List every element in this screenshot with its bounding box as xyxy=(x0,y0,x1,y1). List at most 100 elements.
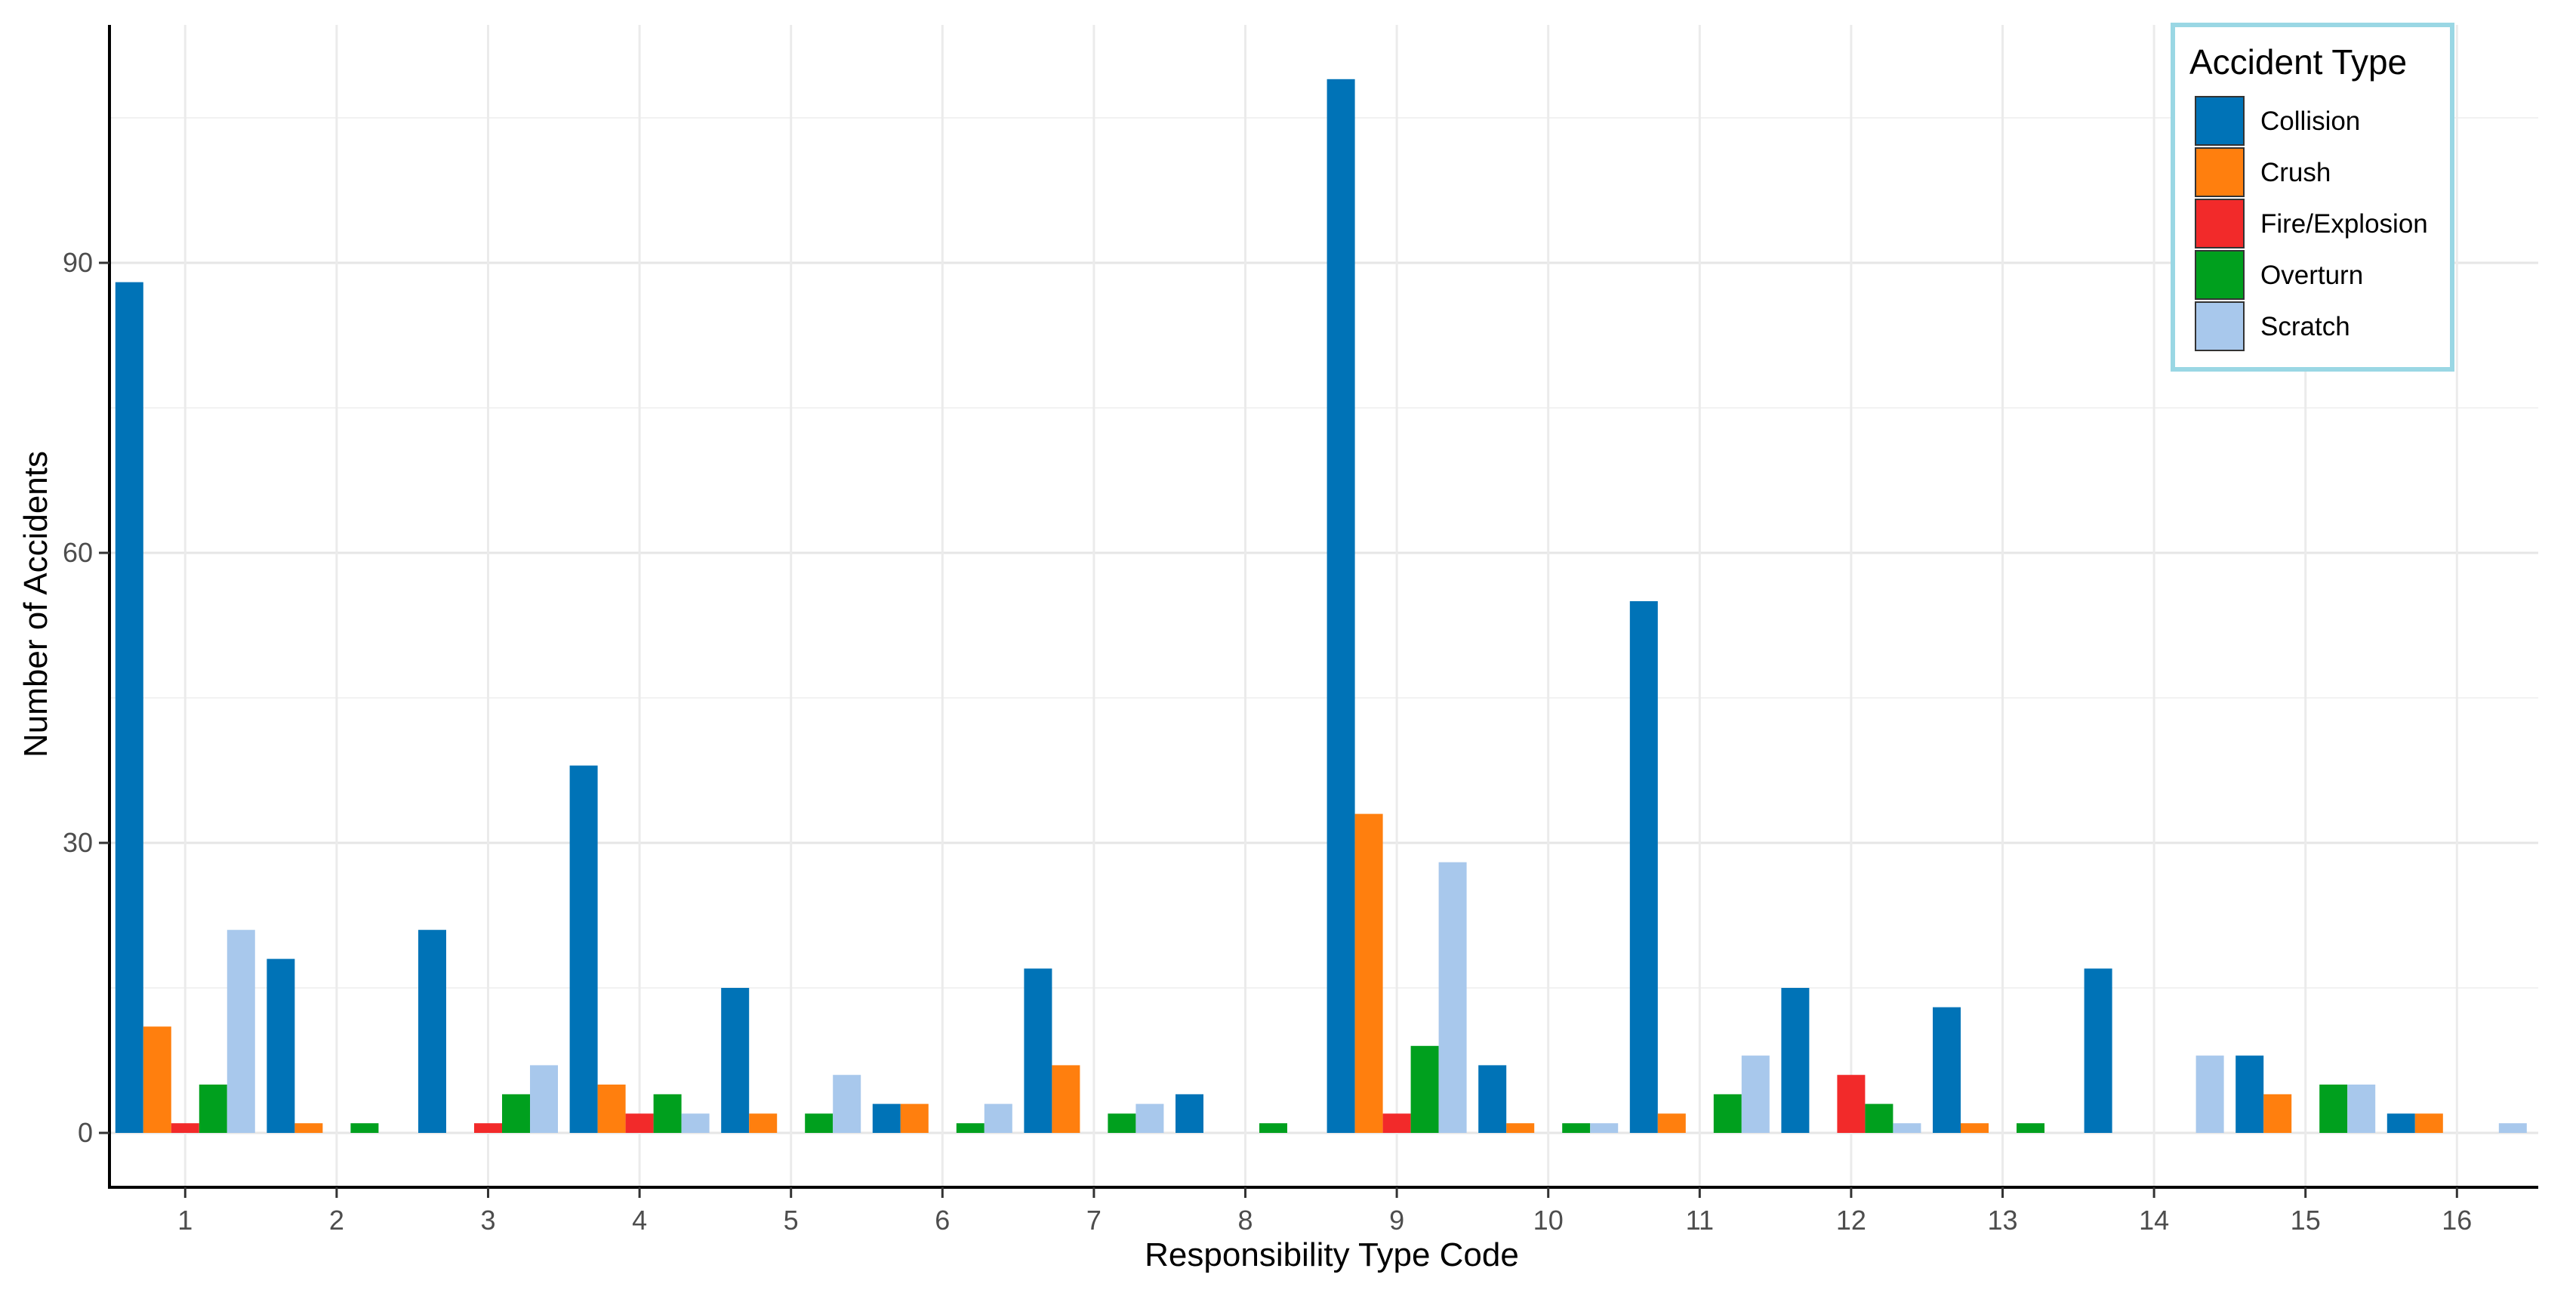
y-tick-label: 90 xyxy=(63,247,93,278)
bar-crush-7 xyxy=(1052,1065,1080,1133)
bar-scratch-3 xyxy=(530,1065,558,1133)
x-tick-label: 14 xyxy=(2139,1205,2169,1236)
x-tick-label: 11 xyxy=(1686,1205,1714,1236)
bar-collision-6 xyxy=(872,1103,901,1133)
x-axis-title: Responsibility Type Code xyxy=(1145,1236,1519,1273)
bar-collision-13 xyxy=(1933,1007,1961,1133)
legend-title: Accident Type xyxy=(2189,42,2407,82)
x-tick-label: 8 xyxy=(1237,1205,1253,1236)
y-tick-label: 0 xyxy=(78,1117,93,1148)
bar-crush-13 xyxy=(1961,1123,1989,1133)
bar-collision-1 xyxy=(115,282,143,1134)
bar-overturn-10 xyxy=(1562,1123,1591,1133)
bar-scratch-11 xyxy=(1741,1055,1770,1133)
legend-swatch xyxy=(2195,199,2245,248)
y-axis-title: Number of Accidents xyxy=(17,451,54,758)
bar-scratch-9 xyxy=(1438,862,1467,1133)
bar-fire-explosion-1 xyxy=(171,1123,199,1133)
bar-scratch-4 xyxy=(681,1113,710,1133)
bar-scratch-6 xyxy=(984,1103,1012,1133)
legend-swatch xyxy=(2195,301,2245,351)
bar-crush-10 xyxy=(1506,1123,1535,1133)
bar-crush-16 xyxy=(2414,1113,2443,1133)
legend-swatch xyxy=(2195,250,2245,300)
bar-scratch-1 xyxy=(226,930,255,1133)
bar-overturn-6 xyxy=(956,1123,984,1133)
bar-overturn-7 xyxy=(1108,1113,1136,1133)
x-tick-label: 1 xyxy=(177,1205,193,1236)
legend-item-collision: Collision xyxy=(2195,96,2360,146)
bar-overturn-13 xyxy=(2017,1123,2044,1133)
bar-overturn-5 xyxy=(805,1113,834,1133)
bar-scratch-7 xyxy=(1135,1103,1164,1133)
bar-collision-14 xyxy=(2084,968,2112,1133)
legend-item-overturn: Overturn xyxy=(2195,250,2363,300)
axes xyxy=(99,25,2538,1198)
legend-label: Collision xyxy=(2260,106,2360,136)
bar-fire-explosion-12 xyxy=(1837,1075,1866,1133)
bar-crush-11 xyxy=(1657,1113,1686,1133)
bar-crush-2 xyxy=(294,1123,323,1133)
bar-crush-1 xyxy=(143,1026,171,1133)
legend-swatch xyxy=(2195,147,2245,197)
bar-collision-10 xyxy=(1478,1065,1507,1133)
legend-item-fire-explosion: Fire/Explosion xyxy=(2195,199,2428,248)
legend-items: Collision Crush Fire/Explosion Overturn Scra… xyxy=(2195,96,2428,351)
bar-overturn-4 xyxy=(653,1094,682,1133)
legend-label: Overturn xyxy=(2260,261,2363,290)
y-tick-label: 60 xyxy=(63,537,93,568)
bar-crush-4 xyxy=(597,1085,626,1133)
y-tick-labels: 0 30 60 90 xyxy=(63,247,93,1148)
bar-scratch-12 xyxy=(1893,1123,1921,1133)
legend: Accident Type Collision Crush Fire/Explosi… xyxy=(2171,23,2454,372)
x-tick-label: 7 xyxy=(1086,1205,1102,1236)
bar-overturn-1 xyxy=(199,1085,227,1133)
x-tick-label: 2 xyxy=(329,1205,344,1236)
legend-label: Fire/Explosion xyxy=(2260,209,2428,239)
bar-crush-9 xyxy=(1354,813,1383,1133)
bar-collision-7 xyxy=(1024,968,1052,1133)
x-tick-label: 15 xyxy=(2291,1205,2321,1236)
bar-overturn-12 xyxy=(1865,1103,1893,1133)
bar-collision-8 xyxy=(1176,1094,1203,1133)
x-tick-label: 3 xyxy=(480,1205,495,1236)
legend-item-crush: Crush xyxy=(2195,147,2331,197)
x-tick-label: 16 xyxy=(2442,1205,2472,1236)
bar-fire-explosion-4 xyxy=(625,1113,654,1133)
bar-overturn-8 xyxy=(1259,1123,1287,1133)
bar-collision-2 xyxy=(267,958,295,1133)
bar-crush-6 xyxy=(900,1103,929,1133)
bar-collision-11 xyxy=(1629,601,1658,1133)
bar-overturn-15 xyxy=(2319,1085,2348,1133)
bar-scratch-10 xyxy=(1590,1123,1619,1133)
bar-collision-3 xyxy=(418,930,446,1133)
legend-label: Crush xyxy=(2260,158,2331,187)
bar-scratch-14 xyxy=(2195,1055,2224,1133)
x-tick-label: 12 xyxy=(1836,1205,1866,1236)
bars xyxy=(115,79,2527,1134)
grid-lines xyxy=(109,25,2538,1187)
x-tick-label: 4 xyxy=(632,1205,647,1236)
bar-scratch-16 xyxy=(2498,1123,2527,1133)
bar-collision-12 xyxy=(1781,988,1810,1133)
bar-collision-4 xyxy=(569,765,598,1133)
bar-fire-explosion-3 xyxy=(474,1123,502,1133)
legend-swatch xyxy=(2195,96,2245,146)
x-tick-label: 5 xyxy=(784,1205,799,1236)
x-tick-label: 13 xyxy=(1987,1205,2017,1236)
x-tick-label: 6 xyxy=(935,1205,950,1236)
x-tick-labels: 1 2 3 4 5 6 7 8 9 10 11 12 13 14 15 16 xyxy=(177,1205,2472,1236)
bar-overturn-9 xyxy=(1410,1045,1439,1133)
x-tick-label: 9 xyxy=(1389,1205,1404,1236)
bar-overturn-2 xyxy=(350,1123,379,1133)
legend-label: Scratch xyxy=(2260,312,2350,341)
bar-scratch-15 xyxy=(2347,1085,2376,1133)
bar-crush-15 xyxy=(2263,1094,2292,1133)
bar-collision-16 xyxy=(2386,1113,2415,1133)
legend-item-scratch: Scratch xyxy=(2195,301,2350,351)
bar-scratch-5 xyxy=(833,1075,861,1133)
bar-collision-15 xyxy=(2236,1055,2264,1133)
bar-overturn-11 xyxy=(1713,1094,1742,1133)
bar-crush-5 xyxy=(749,1113,778,1133)
